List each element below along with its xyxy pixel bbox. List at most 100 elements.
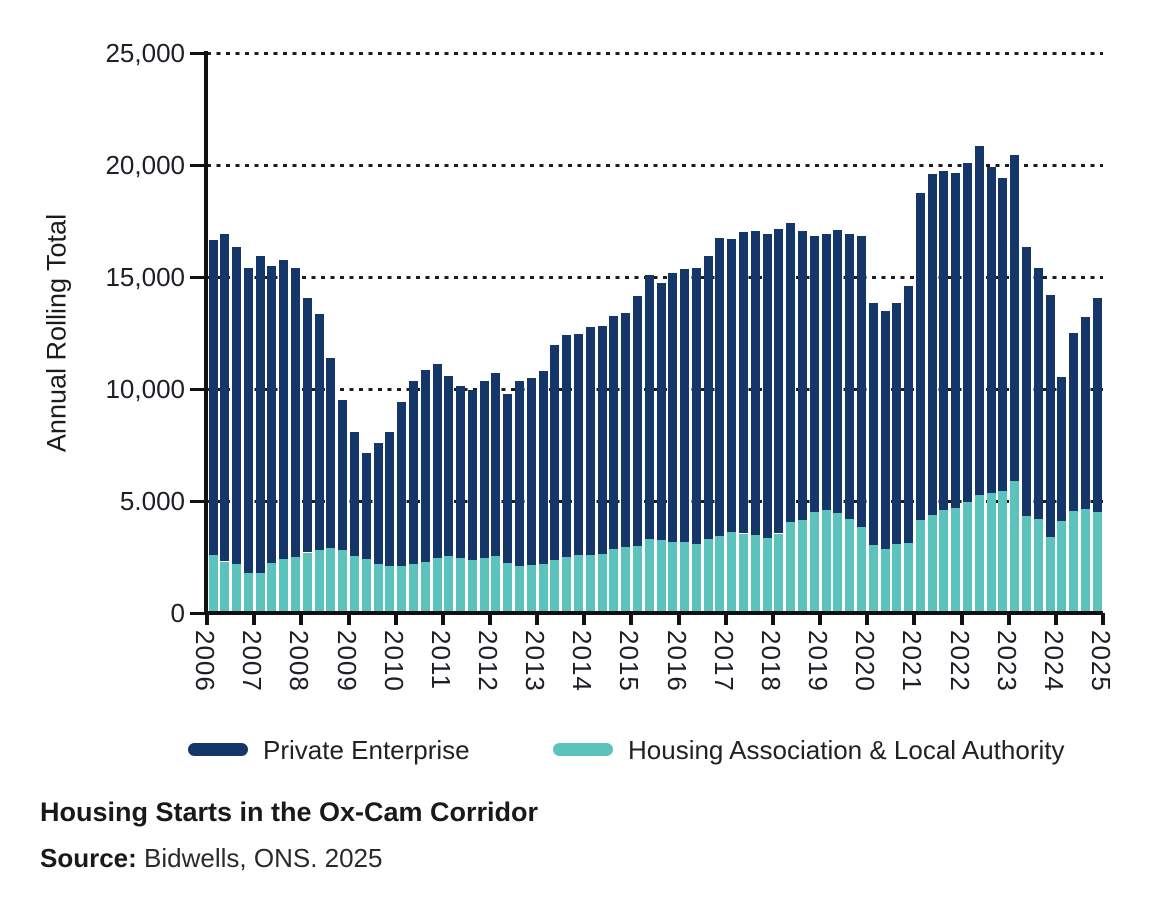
bar-segment-private-enterprise: [432, 364, 442, 559]
bar-segment-private-enterprise: [515, 381, 524, 566]
bar-segment-housing-association: [385, 566, 395, 613]
bar-segment-housing-association: [750, 534, 760, 613]
source-text: Bidwells, ONS. 2025: [136, 843, 383, 873]
bar-segment-housing-association: [880, 549, 890, 613]
y-axis-tick-label: 20,000: [105, 150, 185, 180]
bar-segment-private-enterprise: [963, 162, 972, 503]
bar-segment-private-enterprise: [951, 172, 961, 508]
bar-segment-private-enterprise: [1092, 298, 1102, 513]
bar-segment-housing-association: [361, 559, 371, 613]
x-axis-tick-label: 2007: [237, 630, 268, 692]
bar-segment-private-enterprise: [609, 316, 619, 550]
bar-segment-housing-association: [562, 557, 572, 613]
bar-segment-housing-association: [1010, 480, 1020, 613]
bar-segment-housing-association: [786, 522, 796, 613]
bar-segment-private-enterprise: [456, 385, 466, 559]
bar-segment-private-enterprise: [338, 400, 348, 551]
bar-segment-private-enterprise: [892, 302, 902, 544]
bar-segment-private-enterprise: [1057, 376, 1067, 522]
bar-segment-housing-association: [467, 560, 477, 613]
legend-label-housing-association: Housing Association & Local Authority: [628, 735, 1065, 765]
y-axis-tick-label: 0: [170, 598, 185, 628]
x-axis-tick: [770, 613, 775, 625]
bar-segment-private-enterprise: [491, 373, 501, 556]
bar-segment-private-enterprise: [680, 269, 690, 543]
bar-segment-housing-association: [915, 520, 925, 613]
bar-segment-private-enterprise: [939, 170, 949, 510]
bar-segment-housing-association: [856, 526, 866, 613]
x-axis-tick: [299, 613, 304, 625]
bar-segment-private-enterprise: [762, 234, 772, 538]
bar-segment-housing-association: [868, 544, 878, 613]
bar-segment-housing-association: [397, 566, 407, 613]
bar-segment-housing-association: [232, 563, 242, 613]
bar-segment-private-enterprise: [574, 334, 583, 555]
x-axis-tick: [959, 613, 964, 625]
bar-segment-private-enterprise: [880, 310, 890, 550]
bar-segment-housing-association: [727, 532, 737, 613]
bar-segment-housing-association: [597, 553, 607, 613]
bar-segment-private-enterprise: [420, 370, 430, 562]
bar-segment-private-enterprise: [1069, 333, 1079, 512]
bar-segment-private-enterprise: [585, 327, 595, 555]
bar-segment-private-enterprise: [868, 302, 878, 545]
bar-segment-private-enterprise: [644, 274, 654, 540]
x-axis-tick-label: 2023: [991, 630, 1022, 692]
bar-segment-private-enterprise: [986, 167, 996, 494]
bar-segment-housing-association: [503, 562, 513, 613]
bar-segment-private-enterprise: [208, 240, 218, 555]
bar-segment-housing-association: [208, 554, 218, 613]
bar-segment-housing-association: [279, 559, 289, 613]
bar-segment-private-enterprise: [291, 268, 300, 557]
bar-segment-private-enterprise: [597, 326, 607, 554]
bar-segment-housing-association: [1033, 518, 1043, 613]
bar-segment-housing-association: [338, 550, 348, 613]
bar-segment-private-enterprise: [314, 314, 324, 551]
x-axis-tick: [629, 613, 634, 625]
bar-segment-private-enterprise: [915, 193, 925, 520]
y-gridline: [207, 275, 1103, 279]
bar-segment-housing-association: [986, 493, 996, 613]
x-axis-tick-label: 2012: [472, 630, 503, 692]
x-axis-tick-label: 2014: [567, 630, 598, 692]
bar-segment-private-enterprise: [326, 357, 336, 548]
bar-segment-housing-association: [739, 533, 748, 613]
bar-segment-private-enterprise: [267, 265, 277, 563]
bar-segment-housing-association: [680, 542, 690, 613]
bar-segment-housing-association: [927, 514, 937, 613]
x-axis-tick-label: 2017: [708, 630, 739, 692]
bar-segment-housing-association: [762, 538, 772, 613]
bar-segment-housing-association: [798, 520, 807, 613]
y-axis-tick-label: 15,000: [105, 262, 185, 292]
bar-segment-private-enterprise: [668, 272, 678, 543]
x-axis-tick-label: 2016: [661, 630, 692, 692]
bar-segment-housing-association: [715, 535, 725, 613]
bar-segment-private-enterprise: [621, 312, 631, 547]
y-axis-tick: [190, 275, 206, 279]
y-gridline: [207, 163, 1103, 167]
bar-segment-housing-association: [774, 533, 784, 613]
bar-segment-housing-association: [444, 555, 454, 613]
y-axis-tick-label: 10,000: [105, 374, 185, 404]
bar-segment-private-enterprise: [385, 431, 395, 566]
x-axis-tick: [487, 613, 492, 625]
x-axis-tick: [346, 613, 351, 625]
x-axis-tick: [1101, 613, 1105, 625]
bar-segment-housing-association: [974, 495, 984, 613]
bar-segment-private-enterprise: [538, 371, 548, 564]
x-axis-tick-label: 2009: [331, 630, 362, 692]
bar-segment-housing-association: [479, 558, 489, 613]
x-axis-tick: [535, 613, 540, 625]
bar-segment-housing-association: [821, 510, 831, 613]
x-axis-tick: [865, 613, 870, 625]
bar-segment-housing-association: [314, 550, 324, 613]
bar-segment-private-enterprise: [503, 393, 513, 563]
bar-segment-private-enterprise: [904, 286, 914, 543]
bar-segment-housing-association: [491, 555, 501, 613]
bar-segment-private-enterprise: [526, 377, 536, 565]
bar-segment-private-enterprise: [408, 381, 418, 564]
bar-segment-housing-association: [420, 561, 430, 613]
bar-segment-housing-association: [904, 542, 914, 613]
bar-segment-private-enterprise: [998, 178, 1008, 491]
x-axis-tick-label: 2021: [897, 630, 928, 692]
